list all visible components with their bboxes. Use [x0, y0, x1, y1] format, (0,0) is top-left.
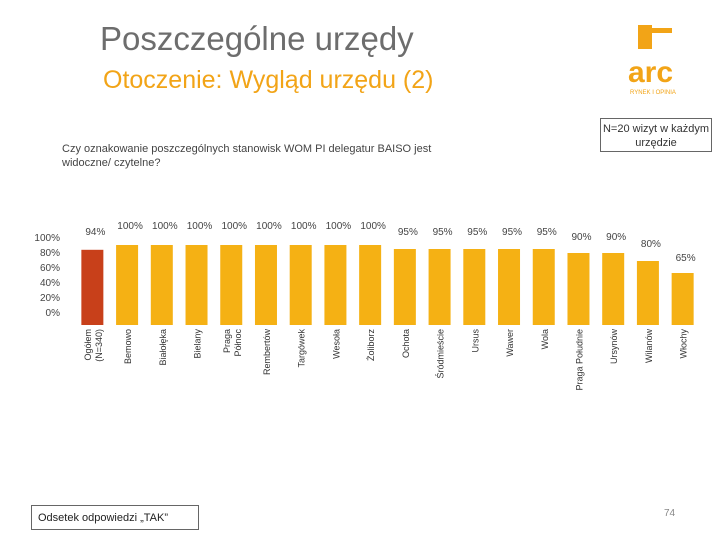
bar: [150, 245, 173, 325]
data-label: 100%: [221, 221, 247, 232]
data-label: 95%: [537, 227, 557, 238]
sample-note: N=20 wizyt w każdym urzędzie: [600, 118, 712, 152]
bar: [532, 249, 555, 325]
data-label: 100%: [256, 221, 282, 232]
category-label: Wola: [540, 329, 550, 349]
y-tick-label: 20%: [40, 293, 60, 304]
bar: [116, 245, 139, 325]
chart-legend-label: Odsetek odpowiedzi „TAK”: [31, 505, 199, 530]
bar: [393, 249, 416, 325]
bar: [498, 249, 521, 325]
data-label: 100%: [187, 221, 213, 232]
category-label: Wawer: [505, 329, 515, 357]
category-label: Rembertów: [262, 329, 272, 376]
category-label: Wilanów: [644, 329, 654, 364]
bar: [289, 245, 312, 325]
data-label: 65%: [676, 253, 696, 264]
data-label: 100%: [360, 221, 386, 232]
y-tick-label: 40%: [40, 278, 60, 289]
page-subtitle: Otoczenie: Wygląd urzędu (2): [103, 66, 434, 94]
data-label: 90%: [571, 232, 591, 243]
category-label: Ursynów: [609, 329, 619, 365]
data-label: 100%: [326, 221, 352, 232]
logo-text: arc: [628, 56, 673, 89]
bar: [81, 249, 104, 325]
logo-mark: [638, 25, 652, 49]
data-label: 95%: [398, 227, 418, 238]
logo-mark-arm: [650, 28, 672, 33]
data-label: 95%: [502, 227, 522, 238]
bar: [324, 245, 347, 325]
bar: [602, 253, 625, 325]
data-label: 94%: [85, 227, 105, 238]
data-label: 100%: [152, 221, 178, 232]
category-label: Włochy: [679, 329, 689, 359]
category-label: PragaPółnoc: [222, 329, 243, 357]
arc-logo: arc RYNEK I OPINIA: [628, 25, 676, 96]
data-label: 100%: [117, 221, 143, 232]
bar: [220, 245, 243, 325]
logo-tagline: RYNEK I OPINIA: [630, 90, 676, 96]
data-label: 95%: [467, 227, 487, 238]
category-label: Ursus: [470, 329, 480, 353]
bar: [428, 249, 451, 325]
data-label: 90%: [606, 232, 626, 243]
y-tick-label: 100%: [34, 233, 60, 244]
bar-chart: 100% 80% 60% 40% 20% 0% 94% Ogółem(N=340) 100% Be…: [34, 221, 696, 391]
category-label: Białołęka: [158, 329, 168, 366]
data-label: 80%: [641, 239, 661, 250]
category-label: Ochota: [401, 329, 411, 358]
category-label: Żoliborz: [366, 329, 376, 362]
category-label: Bemowo: [123, 329, 133, 364]
category-label: Śródmieście: [435, 329, 446, 379]
bar: [463, 249, 486, 325]
category-label: Ogółem(N=340): [83, 329, 104, 362]
y-tick-label: 60%: [40, 263, 60, 274]
category-label: Wesoła: [331, 329, 341, 359]
category-label: Targówek: [297, 329, 307, 368]
page-number: 74: [664, 508, 676, 519]
y-tick-label: 80%: [40, 248, 60, 259]
bar: [567, 253, 590, 325]
survey-question: Czy oznakowanie poszczególnych stanowisk…: [62, 143, 432, 169]
data-label: 95%: [433, 227, 453, 238]
bar: [359, 245, 382, 325]
y-tick-label: 0%: [46, 308, 61, 319]
page-title: Poszczególne urzędy: [100, 20, 414, 57]
category-label: Bielany: [193, 329, 203, 359]
bar: [671, 273, 694, 325]
bar: [636, 261, 659, 325]
category-label: Praga Południe: [574, 329, 584, 391]
data-label: 100%: [291, 221, 317, 232]
bar: [185, 245, 208, 325]
bar: [254, 245, 277, 325]
